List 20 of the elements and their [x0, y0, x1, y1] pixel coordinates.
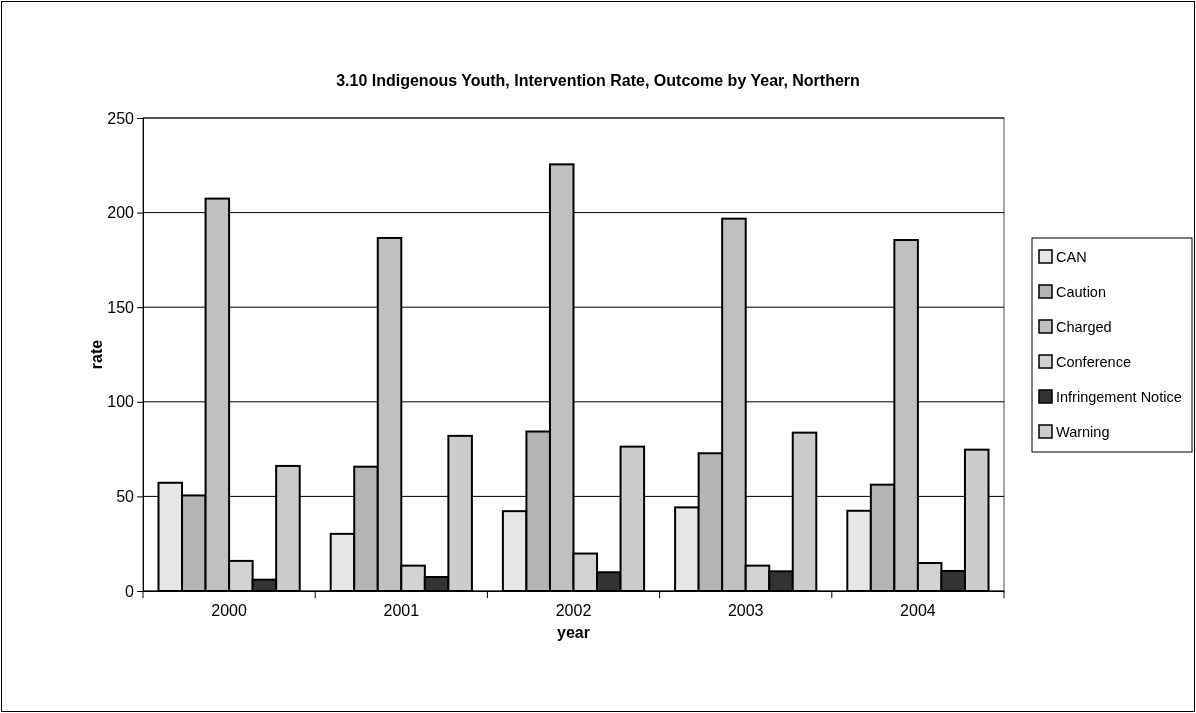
x-tick-label: 2000 — [211, 602, 247, 620]
legend-label: Charged — [1056, 319, 1112, 335]
legend-label: Conference — [1056, 354, 1131, 370]
x-tick-label: 2004 — [900, 602, 936, 620]
y-tick-label: 200 — [107, 204, 135, 222]
y-tick-label: 0 — [125, 582, 135, 600]
y-tick-label: 100 — [107, 393, 135, 411]
x-tick-label: 2001 — [383, 602, 420, 620]
x-tick-label: 2002 — [555, 602, 592, 620]
legend-label: Warning — [1056, 424, 1110, 440]
x-tick-label: 2003 — [727, 602, 764, 620]
y-axis-title: rate — [88, 339, 105, 370]
y-tick-label: 50 — [116, 488, 135, 506]
x-axis-title: year — [557, 624, 590, 641]
chart-title: 3.10 Indigenous Youth, Intervention Rate, Outcome by Year, Northern — [336, 72, 860, 89]
legend-label: CAN — [1056, 249, 1087, 265]
y-tick-label: 250 — [107, 109, 135, 127]
y-tick-label: 150 — [107, 298, 135, 316]
legend-label: Infringement Notice — [1056, 389, 1182, 405]
legend-label: Caution — [1056, 284, 1106, 300]
